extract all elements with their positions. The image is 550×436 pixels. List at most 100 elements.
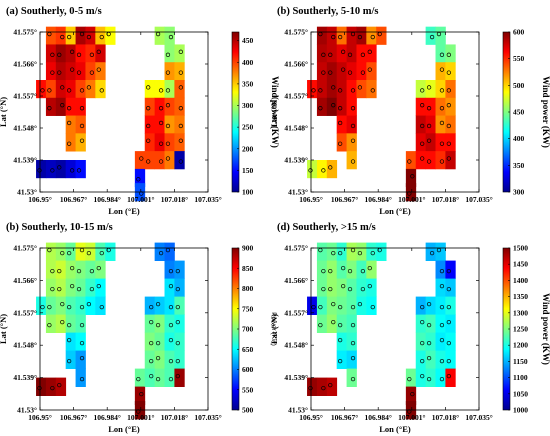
turbine-marker <box>96 265 101 271</box>
turbine-marker <box>76 52 82 57</box>
turbine-marker <box>360 268 366 274</box>
turbine-marker <box>420 373 425 379</box>
colorbar-tick-label: 350 <box>242 79 254 88</box>
y-tick-label: 41.557° <box>13 92 37 101</box>
colorbar-tick-label: 550 <box>242 385 254 394</box>
turbine-marker <box>350 322 356 328</box>
turbine-marker <box>79 138 85 143</box>
heat-cell <box>95 278 106 297</box>
turbine-marker <box>50 168 55 173</box>
y-tick-label: 41.575° <box>13 28 37 37</box>
y-tick-label: 41.548° <box>13 341 37 350</box>
heat-cell <box>45 242 57 261</box>
colorbar-tick-label: 1000 <box>513 406 528 415</box>
x-tick-label: 106.967° <box>60 195 87 204</box>
x-axis-label: Lon (°E) <box>108 206 140 216</box>
heatmap-cells <box>307 26 456 202</box>
turbine-marker <box>66 88 72 93</box>
turbine-marker <box>155 355 161 361</box>
turbine-marker <box>318 304 323 310</box>
turbine-marker <box>165 52 171 57</box>
x-tick-label: 107.018° <box>432 195 459 204</box>
colorbar-tick-label: 500 <box>242 406 254 415</box>
heat-cell <box>425 133 436 152</box>
turbine-marker <box>136 376 141 382</box>
turbine-marker <box>146 106 151 111</box>
colorbar-tick-label: 1200 <box>513 341 528 350</box>
turbine-marker <box>446 319 451 325</box>
y-tick-label: 41.539° <box>13 156 37 165</box>
turbine-marker <box>66 106 72 111</box>
colorbar-tick-label: 1050 <box>513 389 528 398</box>
x-tick-label: 106.984° <box>94 413 121 422</box>
turbine-marker <box>47 106 52 111</box>
turbine-marker <box>149 373 154 379</box>
turbine-marker <box>350 123 356 129</box>
plot-frame <box>39 247 209 411</box>
turbine-marker <box>79 88 85 93</box>
y-tick-label: 41.53° <box>288 406 308 415</box>
turbine-marker <box>318 106 323 111</box>
turbine-marker <box>155 322 161 328</box>
plot-frame <box>310 247 480 411</box>
turbine-marker <box>439 159 445 164</box>
turbine-marker <box>340 283 346 289</box>
turbine-marker <box>328 52 333 57</box>
turbine-marker <box>446 70 451 75</box>
x-tick-label: 107.001° <box>127 195 154 204</box>
turbine-marker <box>76 286 82 292</box>
turbine-marker <box>66 34 72 40</box>
colorbar-tick-label: 400 <box>513 134 525 143</box>
colorbar-tick-label: 450 <box>513 108 525 117</box>
turbine-marker <box>165 88 171 93</box>
turbine-marker <box>446 156 451 161</box>
turbine-marker <box>175 319 180 325</box>
turbine-marker <box>407 376 412 382</box>
heat-cell <box>425 80 436 99</box>
colorbar-label: Wind power (KW) <box>541 293 550 365</box>
heatmap-cells <box>36 26 185 202</box>
turbine-marker <box>446 52 451 57</box>
turbine-marker <box>66 337 72 343</box>
turbine-marker <box>76 168 82 173</box>
x-tick-label: 107.035° <box>194 413 221 422</box>
turbine-marker <box>308 385 313 391</box>
turbine-marker <box>158 141 164 146</box>
turbine-marker <box>337 250 343 256</box>
turbine-marker <box>79 340 85 346</box>
heat-cell <box>356 80 367 99</box>
turbine-marker <box>66 250 72 256</box>
x-tick-label: 107.018° <box>161 413 188 422</box>
turbine-marker <box>337 120 343 126</box>
turbine-marker <box>429 34 435 40</box>
turbine-marker <box>96 49 101 54</box>
turbine-marker <box>370 88 375 93</box>
panel-title: (b) Southerly, 5-10 m/s <box>277 6 379 17</box>
turbine-marker <box>158 106 164 111</box>
colorbar-tick-label: 650 <box>242 345 254 354</box>
colorbar-tick-label: 500 <box>513 81 525 90</box>
turbine-marker <box>66 358 72 364</box>
y-tick-label: 41.53° <box>17 188 37 197</box>
turbine-marker <box>439 106 445 111</box>
turbine-marker <box>99 34 104 40</box>
turbine-marker <box>165 141 171 146</box>
chart-panel-4: (d) Southerly, >15 m/s 106.95° 106.967° 106… <box>269 222 550 434</box>
turbine-marker <box>439 88 445 93</box>
turbine-marker <box>446 304 451 310</box>
turbine-marker <box>340 265 346 271</box>
turbine-marker <box>76 70 82 75</box>
turbine-marker <box>178 49 183 54</box>
turbine-marker <box>311 88 316 93</box>
turbine-marker <box>350 88 356 93</box>
turbine-marker <box>149 340 154 346</box>
turbine-marker <box>337 34 343 40</box>
turbine-marker <box>357 85 363 90</box>
heat-cell <box>435 26 446 45</box>
colorbar-tick-label: 600 <box>513 28 525 37</box>
y-tick-label: 41.566° <box>13 276 37 285</box>
heat-cell <box>164 151 175 170</box>
turbine-marker <box>178 159 183 164</box>
turbine-marker <box>149 304 154 310</box>
turbine-marker <box>89 70 95 75</box>
